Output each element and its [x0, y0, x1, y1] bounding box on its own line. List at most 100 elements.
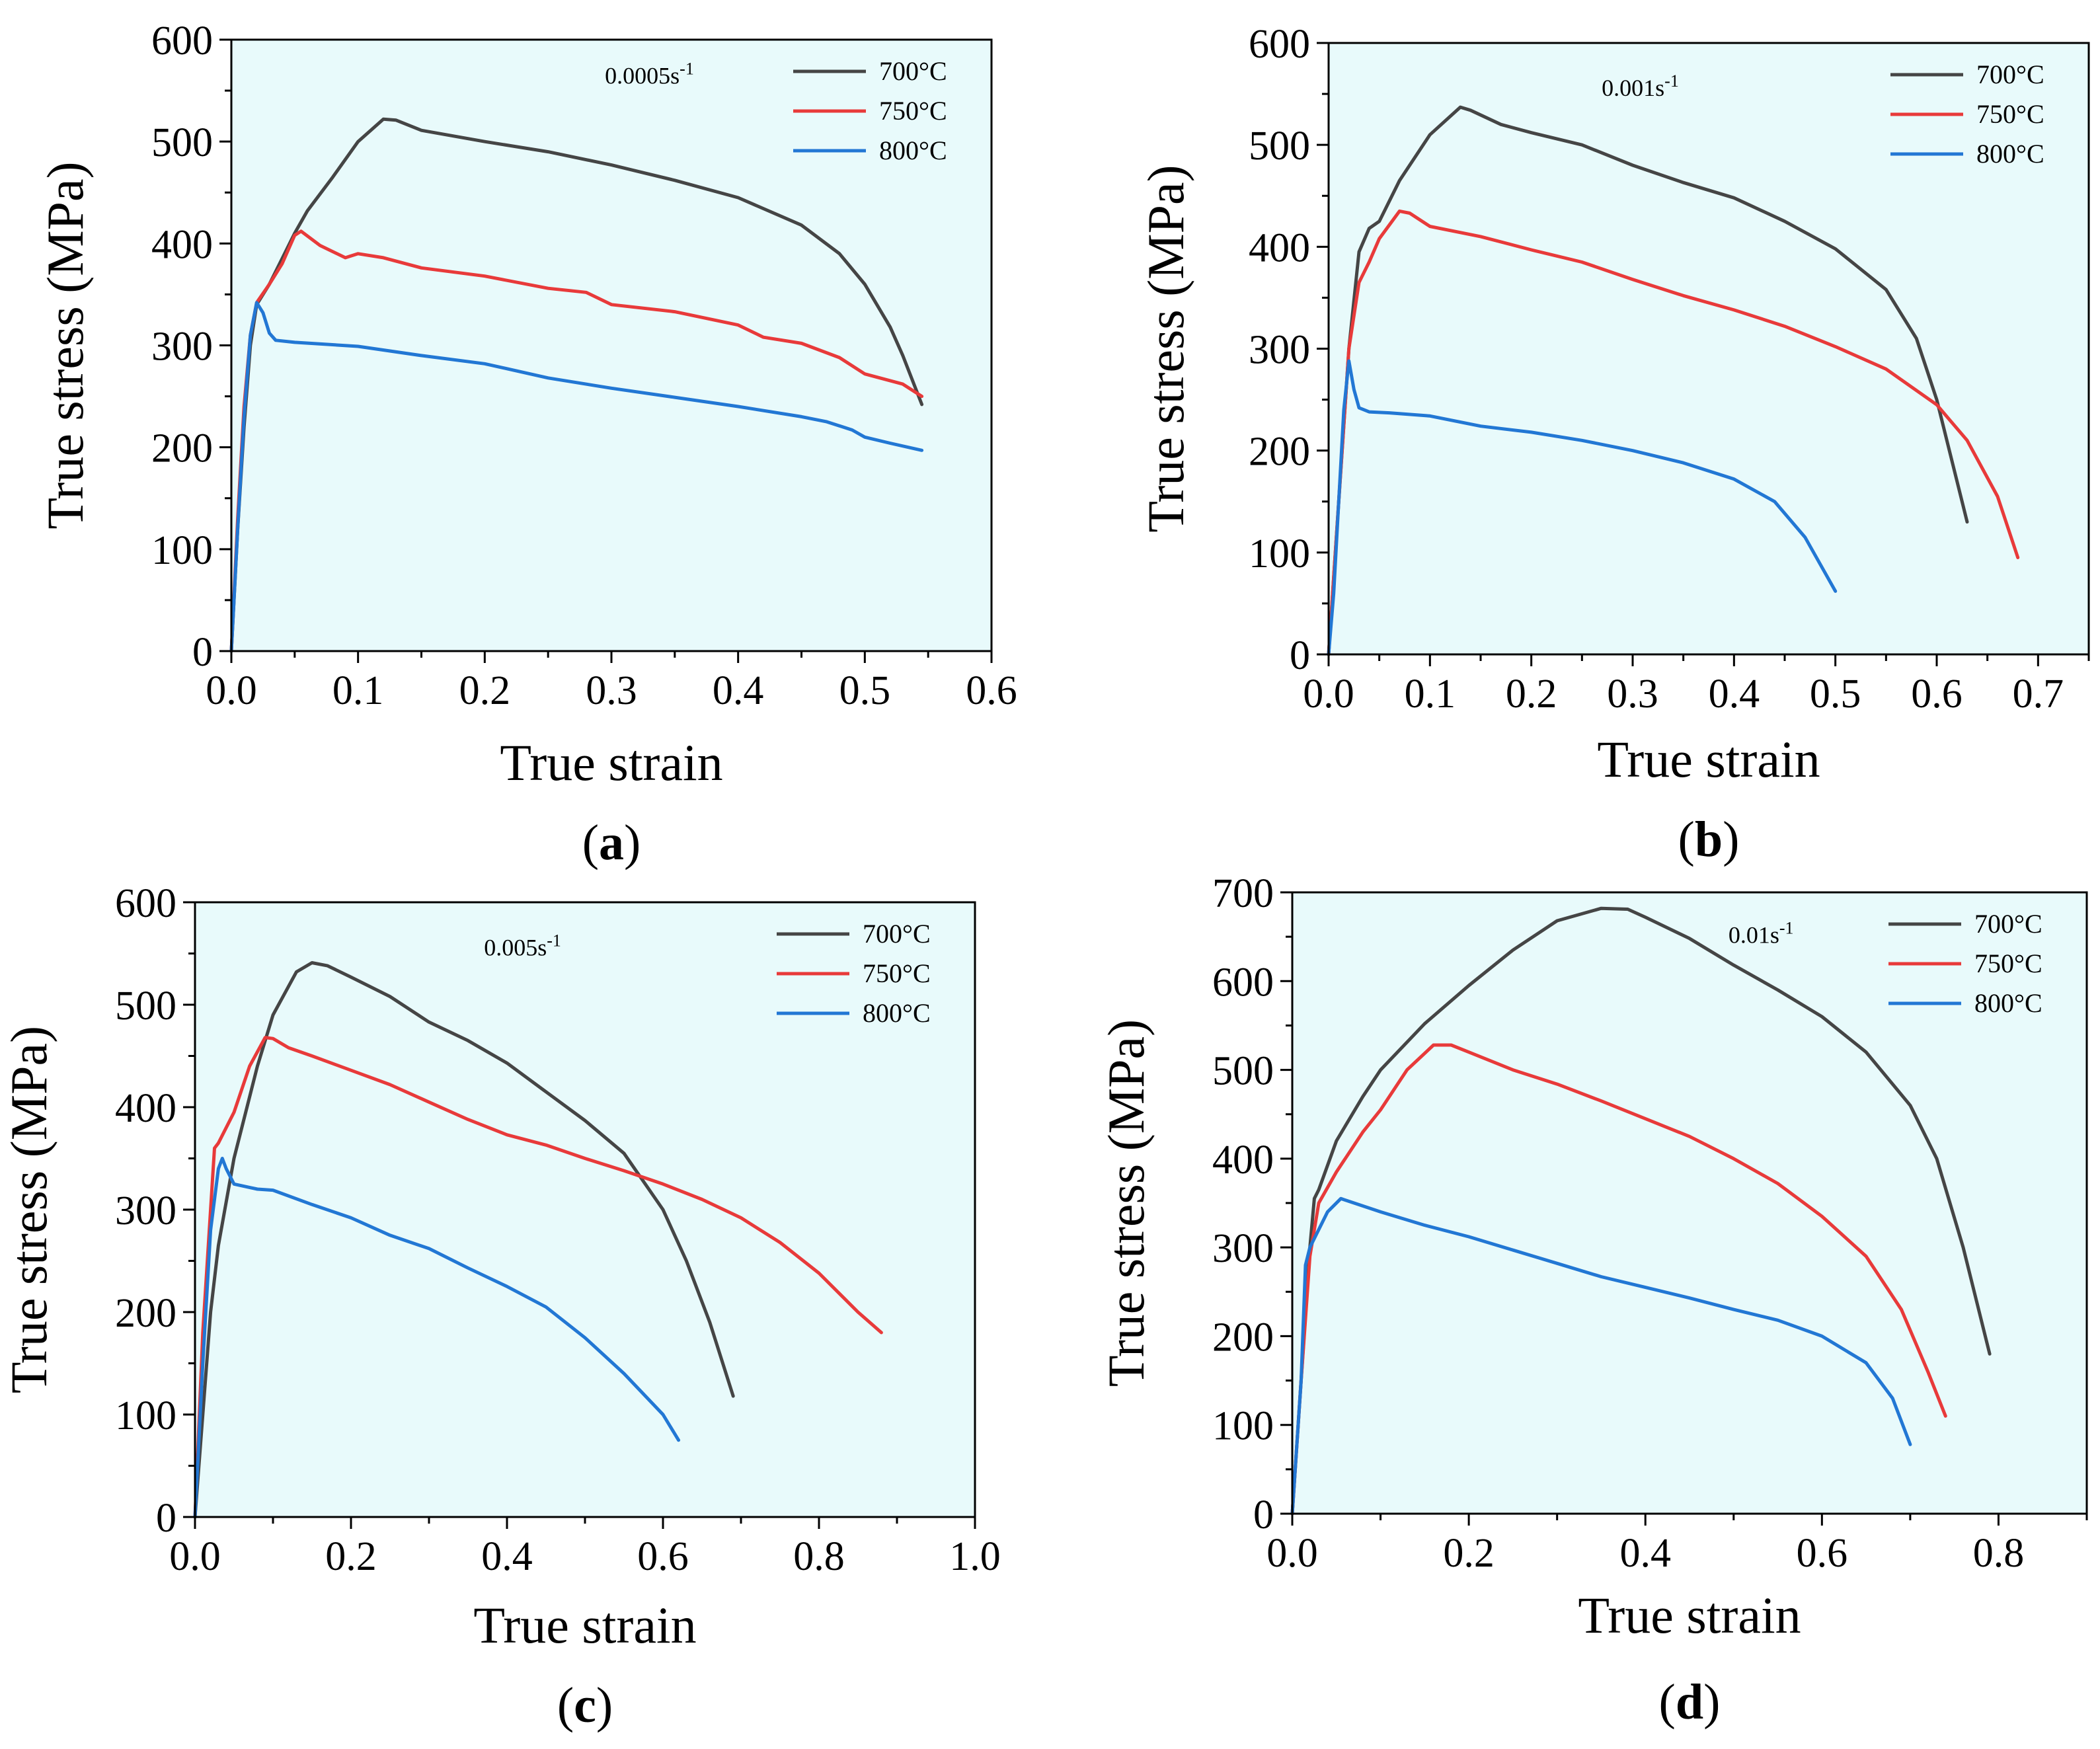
y-tick-label: 200	[1212, 1315, 1274, 1360]
x-axis-title: True strain	[1578, 1586, 1801, 1644]
series-line-2	[1290, 1043, 1947, 1516]
legend-label-2: 750°C	[879, 96, 947, 126]
x-tick-label: 0.4	[481, 1534, 533, 1579]
x-tick-label: 0.5	[839, 668, 891, 713]
x-tick-label: 0.0	[1266, 1531, 1318, 1576]
strain-rate-annotation: 0.005s-1	[484, 931, 561, 960]
y-tick-label: 0	[1253, 1493, 1274, 1537]
x-axis-title: True strain	[473, 1596, 696, 1654]
legend-label-1: 700°C	[1976, 59, 2044, 89]
x-tick-label: 0.7	[2013, 672, 2064, 717]
x-tick-label: 0.1	[332, 668, 384, 713]
y-axis-title: True stress (MPa)	[0, 1026, 58, 1393]
y-tick-label: 300	[151, 325, 213, 369]
x-tick-label: 0.6	[1797, 1531, 1848, 1576]
legend-label-3: 800°C	[1974, 988, 2042, 1018]
plot-background	[195, 902, 975, 1517]
x-tick-label: 0.2	[1443, 1531, 1495, 1576]
legend-label-1: 700°C	[1974, 909, 2042, 939]
x-axis-title: True strain	[1597, 730, 1820, 788]
y-tick-label: 300	[115, 1188, 176, 1233]
y-tick-label: 700	[1212, 871, 1274, 916]
strain-rate-annotation: 0.0005s-1	[605, 59, 694, 89]
x-tick-label: 0.4	[713, 668, 764, 713]
legend-label-3: 800°C	[879, 136, 947, 165]
panel-caption: (b)	[1678, 812, 1740, 867]
y-tick-label: 100	[115, 1393, 176, 1438]
y-tick-label: 500	[151, 120, 213, 165]
series-line-3	[1327, 359, 1838, 656]
series-line-1	[1327, 105, 1969, 656]
y-tick-label: 400	[151, 222, 213, 267]
panel-caption: (a)	[582, 815, 641, 871]
y-tick-label: 0	[1290, 633, 1310, 678]
x-axis-title: True strain	[500, 734, 722, 791]
y-tick-label: 0	[192, 630, 213, 675]
y-tick-label: 500	[1212, 1049, 1274, 1094]
legend-label-2: 750°C	[1976, 99, 2044, 129]
legend-label-3: 800°C	[863, 998, 931, 1028]
chart-panel-d: 0.0 0.2 0.4 0.6 0.8 0 100 200 300 400 500 600 700 Tru…	[1097, 871, 2088, 1730]
y-tick-label: 600	[1249, 22, 1310, 67]
series-line-3	[1290, 1196, 1912, 1516]
series-line-1	[1290, 906, 1992, 1516]
y-tick-label: 300	[1212, 1226, 1274, 1271]
series-line-2	[193, 1036, 883, 1519]
y-tick-label: 300	[1249, 328, 1310, 373]
y-tick-label: 200	[115, 1291, 176, 1336]
y-tick-label: 500	[1249, 124, 1310, 169]
y-tick-label: 400	[115, 1086, 176, 1131]
panel-caption: (d)	[1659, 1674, 1721, 1730]
legend-label-1: 700°C	[863, 919, 931, 949]
y-tick-label: 200	[1249, 430, 1310, 475]
series-line-2	[1327, 209, 2020, 656]
x-tick-label: 0.6	[637, 1534, 689, 1579]
x-tick-label: 0.8	[1973, 1531, 2025, 1576]
y-tick-label: 0	[156, 1496, 176, 1541]
y-axis-title: True stress (MPa)	[1097, 1019, 1155, 1387]
x-tick-label: 0.4	[1619, 1531, 1671, 1576]
x-tick-label: 0.8	[793, 1534, 845, 1579]
legend-label-2: 750°C	[1974, 949, 2042, 978]
x-tick-label: 0.3	[1607, 672, 1658, 717]
x-tick-label: 0.1	[1405, 672, 1456, 717]
x-tick-label: 0.3	[586, 668, 637, 713]
y-tick-label: 600	[151, 19, 213, 63]
chart-panel-b: 0.0 0.1 0.2 0.3 0.4 0.5 0.6 0.7 0 100 200 300 400 500…	[1137, 22, 2090, 867]
chart-panel-a: 0.0 0.1 0.2 0.3 0.4 0.5 0.6 0 100 200 300 400 500 600…	[36, 19, 1017, 871]
plot-background	[1329, 43, 2089, 654]
x-tick-label: 0.0	[169, 1534, 221, 1579]
plot-background	[1292, 892, 2087, 1514]
x-tick-label: 0.2	[459, 668, 511, 713]
y-tick-label: 100	[151, 528, 213, 573]
legend-label-1: 700°C	[879, 56, 947, 86]
y-axis-title: True stress (MPa)	[1137, 165, 1194, 532]
legend-label-3: 800°C	[1976, 139, 2044, 169]
y-tick-label: 600	[115, 881, 176, 926]
y-tick-label: 600	[1212, 960, 1274, 1005]
y-tick-label: 400	[1249, 225, 1310, 270]
series-line-1	[193, 961, 735, 1519]
y-tick-label: 200	[151, 426, 213, 471]
x-tick-label: 0.0	[206, 668, 257, 713]
strain-rate-annotation: 0.001s-1	[1602, 71, 1679, 101]
y-tick-label: 500	[115, 984, 176, 1029]
y-axis-title: True stress (MPa)	[36, 161, 94, 529]
x-tick-label: 0.6	[1911, 672, 1963, 717]
panel-caption: (c)	[557, 1678, 613, 1733]
series-line-3	[193, 1157, 681, 1519]
x-tick-label: 0.6	[966, 668, 1017, 713]
y-tick-label: 400	[1212, 1138, 1274, 1183]
series-line-3	[229, 301, 924, 653]
y-tick-label: 100	[1249, 531, 1310, 576]
series-line-2	[229, 229, 924, 653]
strain-rate-annotation: 0.01s-1	[1729, 918, 1794, 948]
x-tick-label: 0.2	[1506, 672, 1557, 717]
x-tick-label: 0.4	[1709, 672, 1760, 717]
legend-label-2: 750°C	[863, 958, 931, 988]
chart-panel-c: 0.0 0.2 0.4 0.6 0.8 1.0 0 100 200 300 400 500 600 Tru…	[0, 881, 1001, 1733]
y-tick-label: 100	[1212, 1404, 1274, 1449]
x-tick-label: 0.2	[325, 1534, 377, 1579]
x-tick-label: 0.0	[1303, 672, 1354, 717]
